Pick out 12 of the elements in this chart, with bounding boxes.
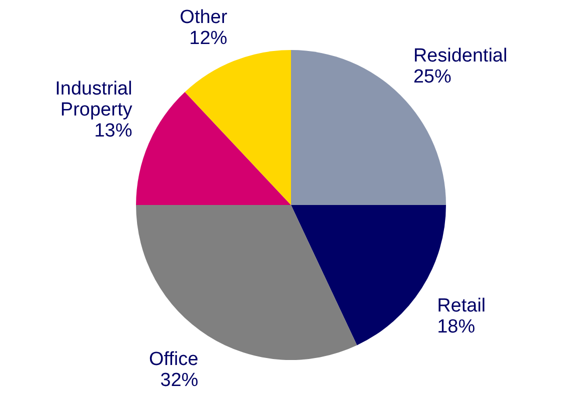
slice-label: Industrial Property	[55, 78, 133, 120]
pie-slice	[136, 92, 291, 205]
slice-label: Retail	[437, 296, 486, 317]
slice-label: Office	[149, 349, 198, 370]
data-label: 13%	[94, 120, 132, 142]
data-label: 25%	[413, 66, 452, 88]
pie-slice	[184, 50, 291, 205]
data-label: 32%	[160, 370, 198, 392]
slice-label: Residential	[413, 46, 508, 67]
data-label: 12%	[189, 28, 228, 50]
slice-label: Other	[180, 7, 228, 28]
data-label: 18%	[437, 316, 476, 338]
